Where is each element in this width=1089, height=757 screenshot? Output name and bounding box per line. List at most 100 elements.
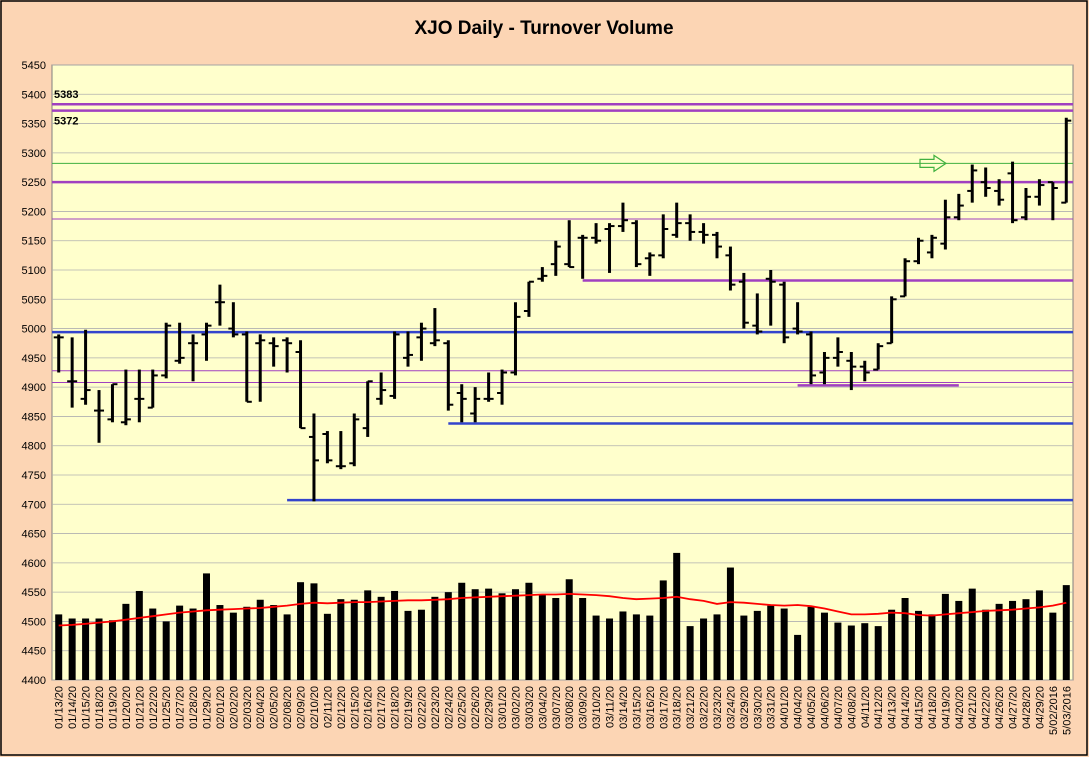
x-tick-label: 02/17/20 (376, 686, 388, 729)
volume-bar (404, 610, 412, 680)
x-tick-label: 04/13/20 (887, 686, 899, 729)
y-tick-label: 4450 (22, 646, 46, 658)
volume-bar (297, 582, 305, 680)
volume-bar (229, 612, 237, 680)
y-tick-label: 5250 (22, 177, 46, 189)
volume-bar (149, 608, 157, 680)
volume-bar (538, 594, 546, 680)
volume-bar (673, 552, 681, 680)
x-tick-label: 03/29/20 (739, 686, 751, 729)
volume-bar (847, 625, 855, 680)
x-tick-label: 02/11/20 (322, 686, 334, 728)
y-tick-label: 4800 (22, 441, 46, 453)
volume-bar (176, 605, 184, 680)
x-tick-label: 04/21/20 (967, 686, 979, 729)
volume-bar (95, 618, 103, 680)
x-tick-label: 01/29/20 (201, 686, 213, 729)
y-tick-label: 5200 (22, 206, 46, 218)
x-tick-label: 01/20/20 (121, 686, 133, 729)
x-tick-label: 03/31/20 (766, 686, 778, 729)
x-tick-label: 01/18/20 (94, 686, 106, 729)
volume-bar (243, 606, 251, 680)
volume-bar (968, 588, 976, 680)
volume-bar (700, 618, 708, 680)
volume-bar (471, 589, 479, 680)
volume-bar (753, 610, 761, 680)
x-tick-label: 03/14/20 (618, 686, 630, 729)
volume-bar (565, 579, 573, 680)
x-tick-label: 03/11/20 (605, 686, 617, 728)
x-tick-label: 03/09/20 (578, 686, 590, 729)
x-tick-label: 02/01/20 (215, 686, 227, 729)
x-tick-label: 02/19/20 (403, 686, 415, 729)
volume-bar (55, 614, 63, 680)
x-tick-label: 03/04/20 (537, 686, 549, 729)
y-tick-label: 4600 (22, 558, 46, 570)
x-tick-label: 04/05/20 (806, 686, 818, 729)
volume-bar (82, 618, 90, 680)
volume-bar (108, 620, 116, 680)
x-tick-label: 04/19/20 (940, 686, 952, 729)
x-tick-label: 03/10/20 (591, 686, 603, 729)
x-tick-label: 02/09/20 (296, 686, 308, 729)
x-tick-label: 5/02/2016 (1048, 686, 1060, 735)
x-tick-label: 04/04/20 (793, 686, 805, 729)
x-tick-label: 04/12/20 (873, 686, 885, 729)
volume-bar (713, 614, 721, 680)
y-tick-label: 4850 (22, 411, 46, 423)
y-tick-label: 4550 (22, 587, 46, 599)
volume-bar (820, 612, 828, 680)
x-tick-label: 02/29/20 (484, 686, 496, 729)
x-tick-label: 04/08/20 (846, 686, 858, 729)
volume-bar (1035, 590, 1043, 680)
x-tick-label: 02/02/20 (228, 686, 240, 729)
y-tick-label: 5000 (22, 324, 46, 336)
volume-bar (915, 610, 923, 680)
volume-bar (767, 605, 775, 680)
volume-bar (216, 605, 224, 680)
volume-bar (632, 614, 640, 680)
volume-bar (941, 593, 949, 680)
x-tick-label: 02/12/20 (336, 686, 348, 729)
moving-average-line (58, 592, 1067, 627)
y-tick-label: 4500 (22, 616, 46, 628)
volume-bar (901, 598, 909, 680)
x-tick-label: 02/05/20 (269, 686, 281, 729)
volume-bar (498, 593, 506, 680)
y-tick-label: 5050 (22, 294, 46, 306)
y-tick-label: 5450 (22, 60, 46, 72)
volume-bar (364, 590, 372, 680)
volume-bar (485, 588, 493, 680)
x-tick-label: 5/03/2016 (1061, 686, 1073, 735)
x-tick-label: 03/07/20 (551, 686, 563, 729)
x-tick-label: 02/15/20 (349, 686, 361, 729)
x-tick-label: 04/15/20 (914, 686, 926, 729)
volume-bar (874, 626, 882, 680)
volume-bar (444, 592, 452, 680)
x-tick-label: 02/08/20 (282, 686, 294, 729)
volume-bar (391, 590, 399, 680)
volume-bar (619, 611, 627, 680)
volume-bar (135, 590, 143, 680)
x-tick-label: 03/01/20 (497, 686, 509, 729)
volume-bar (834, 622, 842, 680)
x-tick-label: 04/22/20 (981, 686, 993, 729)
volume-bar (646, 615, 654, 680)
volume-bar (270, 605, 278, 680)
x-tick-label: 01/27/20 (175, 686, 187, 729)
volume-bar (592, 615, 600, 680)
x-tick-label: 03/08/20 (564, 686, 576, 729)
y-tick-label: 4950 (22, 353, 46, 365)
volume-bar (511, 589, 519, 680)
x-tick-label: 04/14/20 (900, 686, 912, 729)
y-tick-label: 5150 (22, 236, 46, 248)
y-tick-label: 4900 (22, 382, 46, 394)
x-tick-label: 04/29/20 (1034, 686, 1046, 729)
x-tick-label: 01/13/20 (54, 686, 66, 729)
x-tick-label: 03/23/20 (712, 686, 724, 729)
volume-bar (283, 614, 291, 680)
volume-bar (780, 608, 788, 680)
volume-bar (1009, 600, 1017, 680)
x-tick-label: 02/18/20 (390, 686, 402, 729)
y-tick-label: 5300 (22, 148, 46, 160)
